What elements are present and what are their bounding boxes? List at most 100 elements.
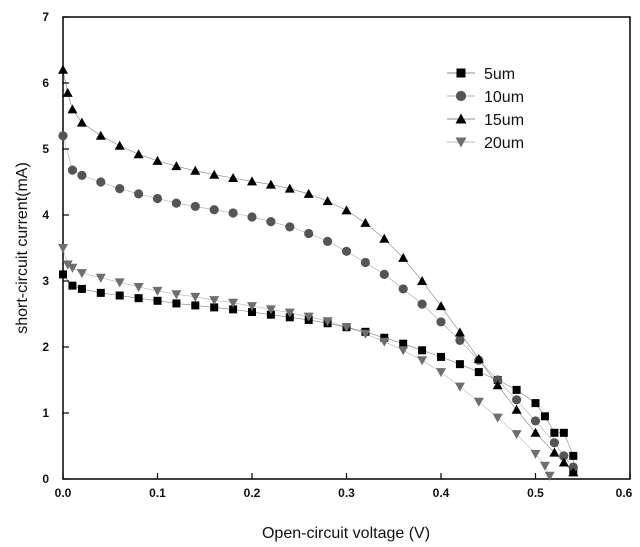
legend: 5um 10um 15um 20um (447, 66, 524, 152)
y-tick-label: 5 (42, 142, 49, 156)
data-point-20um (539, 461, 550, 471)
series-layer (58, 64, 579, 481)
y-tick-label: 1 (42, 406, 49, 420)
data-point-5um (550, 428, 559, 437)
data-point-20um (58, 244, 68, 253)
data-point-20um (360, 329, 371, 339)
series-20um (58, 244, 555, 481)
data-point-15um (114, 140, 125, 150)
data-point-10um (190, 201, 200, 212)
data-point-15um (492, 380, 503, 390)
data-point-10um (152, 193, 163, 204)
tick-layer: 0.0 0.1 0.2 0.3 0.4 0.5 0.6 0 1 2 3 4 5 6 7 (42, 10, 632, 500)
data-point-10um (398, 284, 408, 294)
data-point-20um (303, 312, 314, 322)
data-point-15um (190, 165, 201, 175)
data-point-20um (247, 302, 257, 312)
data-point-15um (152, 155, 163, 165)
legend-marker-5um (456, 68, 466, 78)
data-point-10um (58, 131, 68, 141)
data-point-5um (474, 368, 483, 377)
data-point-10um (96, 177, 106, 187)
series-line-15um (62, 69, 574, 473)
data-point-15um (549, 447, 560, 457)
data-point-20um (171, 290, 182, 300)
data-point-15um (67, 104, 78, 114)
data-point-10um (323, 236, 333, 246)
data-point-10um (304, 228, 314, 239)
data-point-20um (436, 368, 446, 378)
data-point-10um (228, 208, 238, 218)
data-point-5um (512, 385, 521, 394)
data-point-15um (58, 64, 68, 74)
y-tick-label: 7 (42, 10, 49, 24)
data-point-10um (568, 462, 578, 472)
data-point-20um (114, 278, 125, 288)
data-point-5um (266, 310, 275, 319)
data-point-5um (229, 305, 238, 314)
y-tick-label: 4 (42, 208, 49, 222)
data-point-15um (379, 233, 390, 243)
data-point-15um (62, 87, 73, 97)
data-point-5um (569, 451, 578, 460)
data-point-5um (153, 296, 162, 305)
data-point-10um (379, 269, 389, 279)
x-tick-label: 0.2 (244, 486, 261, 500)
data-point-10um (511, 395, 522, 405)
data-point-15um (530, 427, 541, 437)
data-point-15um (473, 353, 484, 363)
data-point-20um (284, 308, 295, 318)
y-tick-label: 3 (42, 274, 49, 288)
series-line-5um (62, 274, 574, 472)
data-point-20um (322, 317, 333, 327)
legend-label-15um: 15um (484, 112, 524, 129)
series-5um (59, 270, 578, 476)
legend-marker-20um (455, 137, 467, 148)
data-point-15um (284, 183, 295, 193)
data-point-10um (115, 184, 125, 194)
data-point-10um (549, 438, 560, 448)
data-point-5um (399, 339, 408, 348)
data-point-15um (511, 404, 522, 414)
legend-label-10um: 10um (484, 89, 524, 106)
data-point-5um (418, 346, 427, 355)
y-tick-label: 6 (42, 76, 49, 90)
data-point-15um (436, 301, 446, 311)
data-point-15um (171, 161, 182, 171)
data-point-5um (172, 299, 181, 308)
data-point-5um (96, 288, 105, 297)
data-point-10um (247, 212, 257, 222)
data-point-20um (473, 397, 484, 407)
legend-label-5um: 5um (484, 66, 515, 83)
data-point-20um (209, 296, 220, 306)
data-point-20um (228, 298, 239, 308)
data-point-15um (417, 276, 428, 285)
data-point-15um (322, 196, 333, 206)
data-point-5um (59, 270, 67, 279)
data-point-15um (76, 117, 87, 127)
data-point-5um (455, 360, 464, 369)
data-point-5um (248, 308, 256, 317)
y-tick-label: 2 (42, 340, 49, 354)
legend-marker-10um (455, 90, 467, 102)
data-point-5um (531, 399, 540, 408)
y-axis-title: short-circuit current(mA) (14, 162, 31, 334)
x-axis-title: Open-circuit voltage (V) (262, 525, 430, 542)
data-point-20um (379, 337, 390, 347)
data-point-20um (133, 282, 144, 292)
data-point-15um (303, 188, 314, 198)
data-point-10um (209, 205, 219, 215)
x-tick-label: 0.3 (338, 486, 355, 500)
data-point-10um (455, 335, 465, 345)
data-point-20um (265, 305, 276, 315)
data-point-20um (544, 471, 555, 481)
data-point-20um (152, 286, 163, 296)
data-point-15um (568, 467, 579, 477)
data-point-5um (540, 412, 549, 421)
data-point-15um (247, 176, 257, 186)
data-point-20um (62, 260, 73, 270)
data-point-20um (417, 356, 428, 366)
data-point-5um (559, 428, 568, 437)
data-point-15um (133, 149, 144, 159)
